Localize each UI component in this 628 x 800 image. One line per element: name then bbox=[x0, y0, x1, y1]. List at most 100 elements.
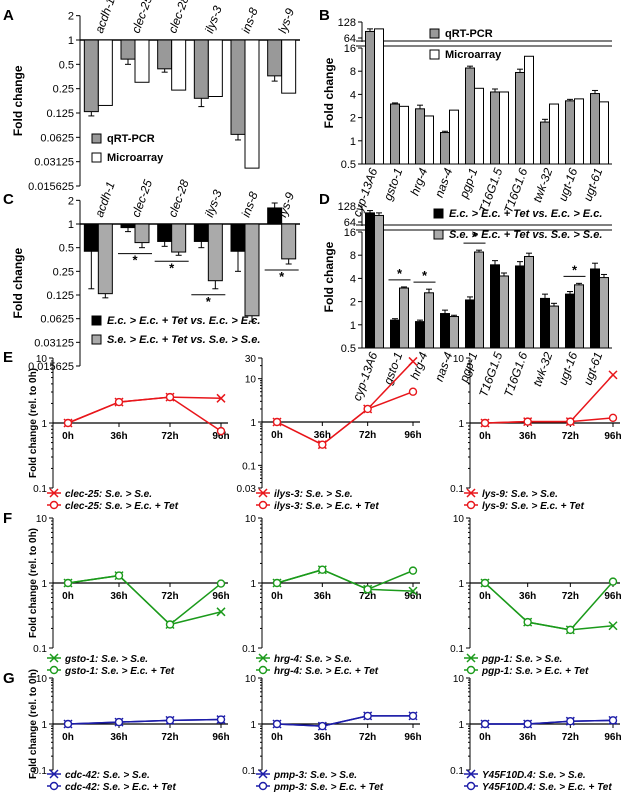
marker-x bbox=[608, 370, 618, 380]
x-tick-label: 36h bbox=[314, 430, 331, 441]
series-line-se-ec-tet bbox=[67, 574, 222, 626]
y-tick-label: 1 bbox=[458, 579, 464, 590]
legend-label: gsto-1: S.e. > E.c. + Tet bbox=[64, 666, 175, 677]
bar-s-e-e-c-tet-vs-s-e-s-e- bbox=[399, 287, 409, 349]
x-tick-label: 0h bbox=[479, 732, 491, 743]
y-tick-label: 128 bbox=[338, 201, 356, 213]
marker-x-stroke bbox=[608, 621, 618, 631]
bar-s-e-e-c-tet-vs-s-e-s-e- bbox=[374, 214, 384, 349]
category-label: clec-28 bbox=[165, 178, 191, 219]
y-tick-label: 128 bbox=[338, 17, 356, 29]
y-tick-label: 10 bbox=[245, 674, 257, 685]
legend-marker-circle bbox=[49, 500, 59, 510]
legend-label: cdc-42: S.e. > S.e. bbox=[65, 770, 150, 781]
legend-swatch bbox=[91, 152, 102, 163]
y-tick-label: 10 bbox=[453, 354, 465, 365]
y-tick-label: 0.5 bbox=[59, 59, 74, 71]
category-label: clec-25 bbox=[129, 178, 155, 219]
x-tick-label: 36h bbox=[110, 431, 127, 442]
panel-letter-a: A bbox=[3, 7, 14, 24]
x-tick-label: 72h bbox=[161, 591, 178, 602]
category-label: lys-9 bbox=[275, 190, 297, 219]
legend-label: hrg-4: S.e. > S.e. bbox=[274, 654, 352, 665]
bar-qrt-pcr bbox=[440, 132, 450, 165]
marker-circle bbox=[363, 711, 372, 721]
panel-letter-c: C bbox=[3, 191, 14, 208]
series-line-se-se bbox=[276, 568, 414, 592]
bar-s-e-e-c-tet-vs-s-e-s-e- bbox=[281, 223, 297, 260]
legend-label: lys-9: S.e. > E.c. + Tet bbox=[482, 501, 585, 512]
legend-marker-circle bbox=[258, 665, 268, 675]
legend-label: E.c. > E.c. + Tet vs. E.c. > E.c. bbox=[107, 315, 260, 327]
x-tick-label: 72h bbox=[562, 591, 579, 602]
marker-x-stroke bbox=[408, 356, 418, 366]
y-tick-label: 1 bbox=[350, 320, 356, 332]
panel-letter-g: G bbox=[3, 670, 15, 687]
y-tick-label: 16 bbox=[344, 227, 356, 239]
marker-circle bbox=[608, 413, 618, 423]
bar-microarray bbox=[499, 91, 509, 165]
bar-e-c-e-c-tet-vs-e-c-e-c- bbox=[515, 265, 525, 349]
y-tick-label: 0.0625 bbox=[40, 132, 74, 144]
bar-s-e-e-c-tet-vs-s-e-s-e- bbox=[134, 223, 150, 244]
x-tick-label: 96h bbox=[604, 732, 621, 743]
legend-marker-circle bbox=[49, 665, 59, 675]
y-axis-title: Fold change bbox=[322, 57, 336, 128]
legend-marker-x bbox=[258, 769, 268, 779]
bar-qrt-pcr bbox=[565, 100, 575, 165]
x-tick-label: 0h bbox=[271, 591, 283, 602]
legend-marker-x bbox=[49, 488, 59, 498]
legend-label: Microarray bbox=[445, 49, 502, 61]
category-label: acdh-1 bbox=[92, 0, 118, 35]
y-tick-label: 0.03 bbox=[237, 484, 257, 495]
bar-microarray bbox=[474, 87, 484, 165]
x-tick-label: 36h bbox=[519, 732, 536, 743]
panel-letter-d: D bbox=[319, 191, 330, 208]
bar-e-c-e-c-tet-vs-e-c-e-c- bbox=[193, 223, 209, 242]
legend-label: cdc-42: S.e. > E.c. + Tet bbox=[65, 782, 176, 793]
category-label: ins-8 bbox=[239, 189, 261, 219]
bar-qrt-pcr bbox=[415, 108, 425, 165]
y-tick-label: 0.5 bbox=[59, 243, 74, 255]
series-line-se-ec-tet bbox=[276, 391, 414, 446]
marker-circle bbox=[216, 715, 226, 724]
y-tick-label: 1 bbox=[250, 418, 256, 429]
bar-s-e-e-c-tet-vs-s-e-s-e- bbox=[244, 223, 260, 317]
legend-marker-circle bbox=[466, 665, 476, 675]
marker-circle bbox=[408, 711, 418, 721]
bar-s-e-e-c-tet-vs-s-e-s-e- bbox=[424, 292, 434, 349]
y-tick-label: 10 bbox=[245, 375, 257, 386]
legend-marker-x bbox=[258, 488, 268, 498]
bar-qrt-pcr bbox=[120, 39, 136, 60]
y-tick-label: 64 bbox=[344, 217, 356, 229]
category-label: twk-32 bbox=[530, 350, 555, 388]
category-label: T16G1.5 bbox=[476, 350, 505, 399]
x-tick-label: 96h bbox=[404, 430, 421, 441]
category-label: gsto-1 bbox=[381, 166, 406, 202]
legend-label: pgp-1: S.e. > E.c. + Tet bbox=[481, 666, 589, 677]
x-tick-label: 0h bbox=[62, 732, 74, 743]
x-tick-label: 0h bbox=[271, 430, 283, 441]
significance-asterisk: * bbox=[279, 269, 285, 284]
y-tick-label: 0.03125 bbox=[34, 337, 74, 349]
y-tick-label: 8 bbox=[350, 250, 356, 262]
y-tick-label: 1 bbox=[458, 419, 464, 430]
y-tick-label: 1 bbox=[41, 579, 47, 590]
x-tick-label: 96h bbox=[604, 431, 621, 442]
bar-qrt-pcr bbox=[83, 39, 99, 113]
y-tick-label: 0.1 bbox=[33, 484, 47, 495]
marker-circle bbox=[566, 417, 575, 426]
category-label: ilys-3 bbox=[202, 188, 225, 219]
bar-qrt-pcr bbox=[193, 39, 209, 99]
x-tick-label: 72h bbox=[359, 430, 376, 441]
series-line-se-ec-tet bbox=[484, 417, 614, 424]
category-label: pgp-1 bbox=[456, 166, 480, 201]
legend-swatch bbox=[433, 208, 444, 219]
significance-asterisk: * bbox=[572, 262, 578, 277]
bar-e-c-e-c-tet-vs-e-c-e-c- bbox=[590, 268, 600, 349]
bar-s-e-e-c-tet-vs-s-e-s-e- bbox=[599, 277, 609, 349]
legend-label: ilys-3: S.e. > E.c. + Tet bbox=[274, 501, 379, 512]
marker-circle bbox=[318, 721, 327, 731]
panel-letter-e: E bbox=[3, 349, 13, 366]
